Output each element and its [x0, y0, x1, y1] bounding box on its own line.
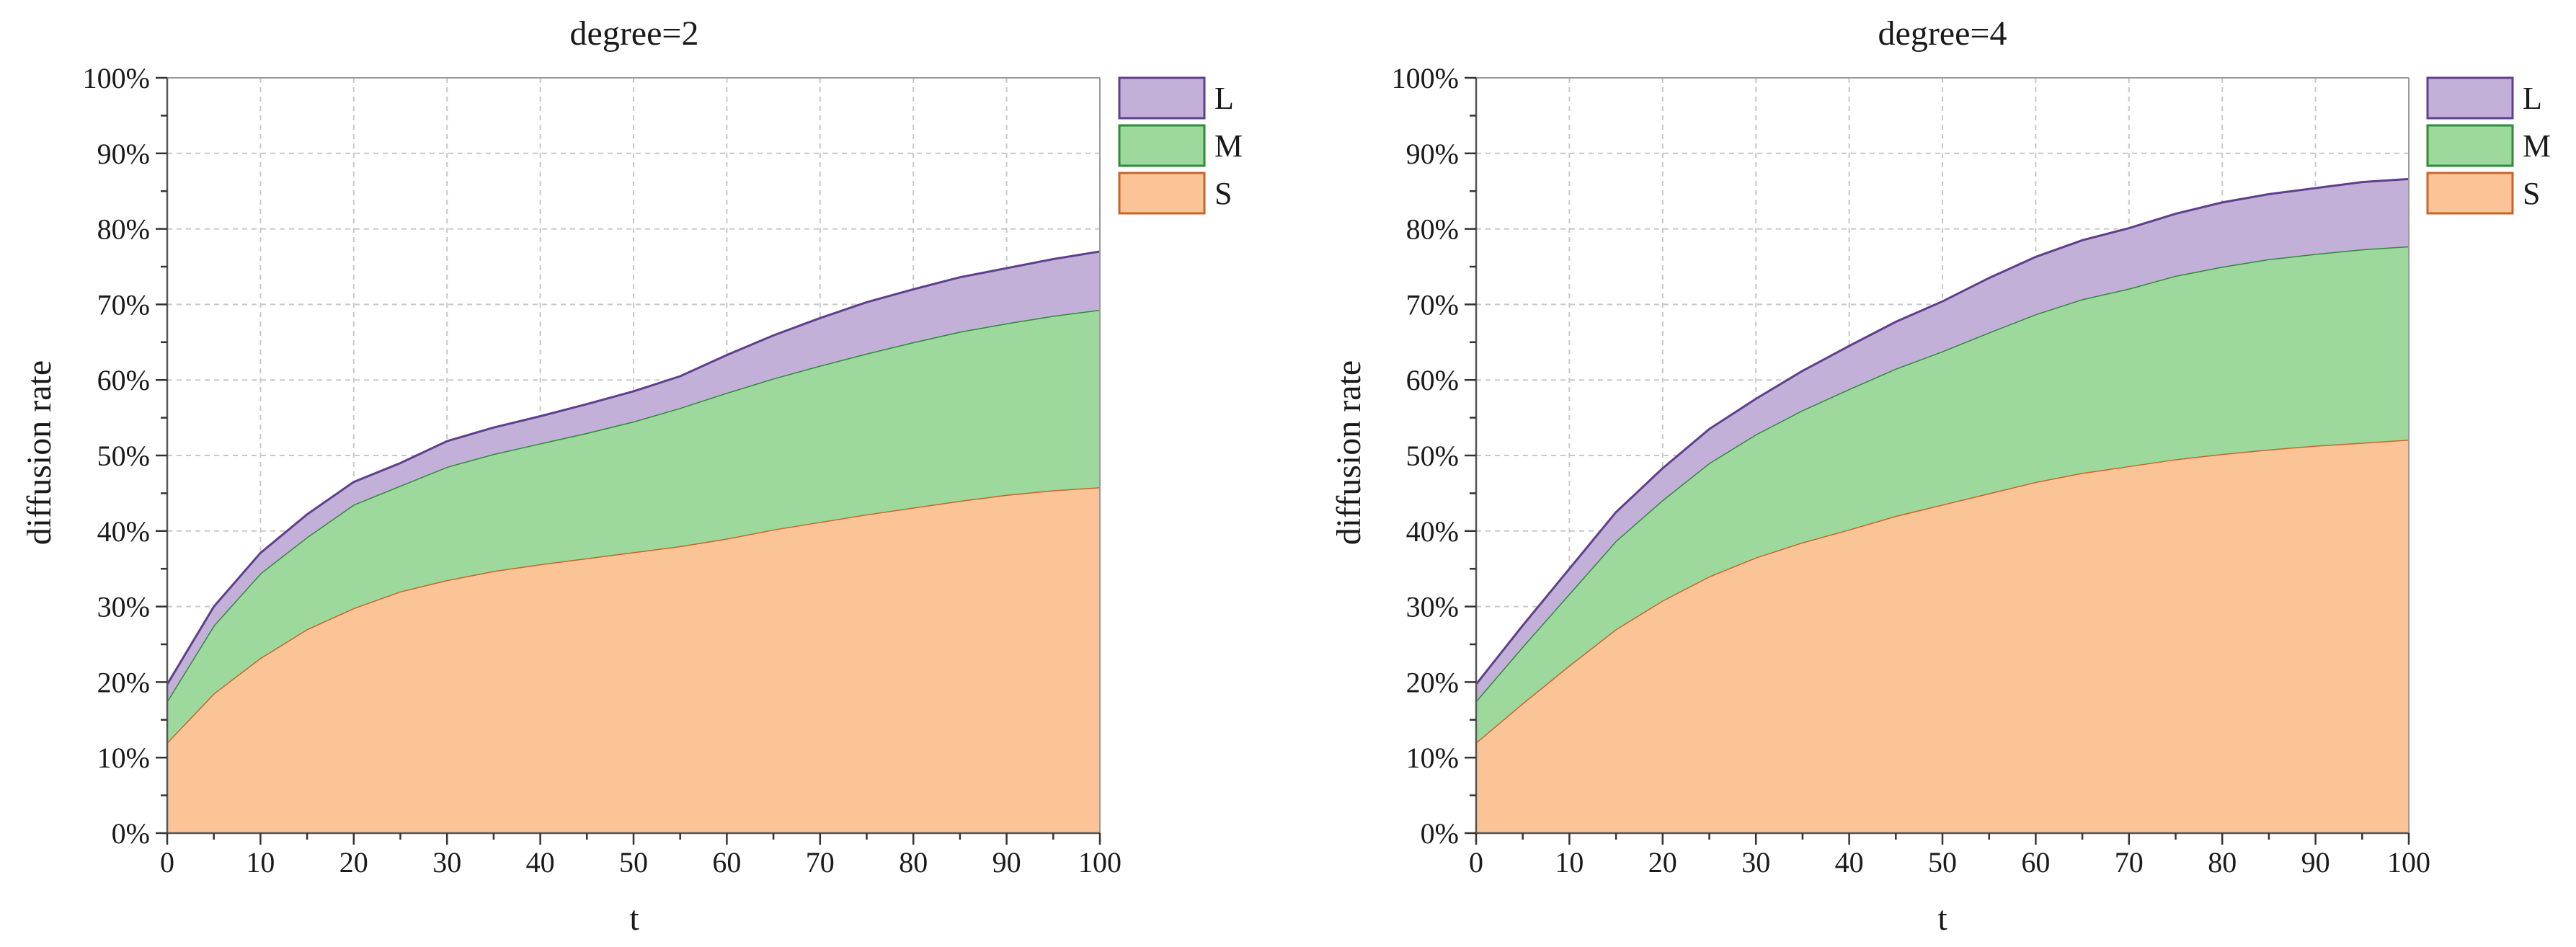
legend-swatch	[1118, 172, 1206, 215]
legend: LMS	[2426, 76, 2551, 215]
x-tick-label: 100	[2387, 846, 2430, 879]
legend-label: L	[1214, 81, 1234, 116]
legend: LMS	[1118, 76, 1243, 215]
legend-label: M	[2523, 128, 2551, 164]
y-tick-label: 50%	[97, 440, 150, 472]
x-axis-label: t	[1937, 899, 1947, 938]
x-tick-label: 50	[1928, 846, 1957, 879]
stacked-areas	[1475, 177, 2410, 833]
y-tick-label: 90%	[1406, 138, 1459, 170]
x-tick-label: 20	[1648, 846, 1677, 879]
area-M	[167, 309, 1100, 743]
area-edge-L	[1475, 177, 2410, 685]
x-axis-label: t	[629, 899, 639, 938]
x-tick-label: 10	[246, 846, 275, 879]
chart-panel-degree-4: degree=4 0 10 20 30 40 50 60 70 80 90 100 0% 10% 20% 3…	[1330, 14, 2551, 938]
x-tick-label: 40	[1835, 846, 1864, 879]
area-edge-L	[166, 250, 1101, 685]
x-tick-label: 60	[2021, 846, 2050, 879]
y-tick-label: 60%	[1406, 364, 1459, 396]
x-tick-label: 70	[806, 846, 835, 879]
legend-swatch	[2426, 124, 2514, 167]
y-tick-label: 0%	[1421, 817, 1459, 850]
y-tick-label: 20%	[97, 666, 150, 698]
area-S	[167, 487, 1100, 833]
x-tick-label: 90	[992, 846, 1021, 879]
y-tick-label: 100%	[83, 62, 150, 94]
x-tick-label: 90	[2301, 846, 2330, 879]
legend-item-L: L	[2426, 76, 2542, 120]
chart-title: degree=4	[1878, 14, 2007, 53]
chart-panel-degree-2: degree=2 0 10 20 30 40 50 60 70 80 90 100 0% 10% 20% 3…	[20, 14, 1243, 938]
legend-label: L	[2523, 81, 2542, 116]
y-tick-label: 30%	[1406, 591, 1459, 623]
y-tick-label: 10%	[97, 742, 150, 774]
axes	[1465, 76, 2410, 845]
legend-swatch	[2426, 76, 2514, 120]
y-tick-label: 20%	[1406, 666, 1459, 698]
legend-swatch	[2426, 172, 2514, 215]
legend-item-L: L	[1118, 76, 1234, 120]
y-tick-label: 40%	[1406, 515, 1459, 548]
area-M	[1476, 246, 2409, 743]
y-axis-label: diffusion rate	[20, 360, 58, 545]
tick-labels: 0 10 20 30 40 50 60 70 80 90 100 0% 10% 20% 30% 40% 50% 6…	[1392, 62, 2430, 879]
x-tick-label: 50	[619, 846, 648, 879]
y-tick-label: 80%	[97, 213, 150, 246]
x-tick-label: 30	[432, 846, 461, 879]
legend-label: M	[1214, 128, 1243, 164]
legend-swatch	[1118, 124, 1206, 167]
x-tick-label: 80	[899, 846, 928, 879]
y-tick-label: 50%	[1406, 440, 1459, 472]
x-tick-label: 60	[712, 846, 741, 879]
x-tick-label: 80	[2208, 846, 2237, 879]
x-tick-label: 10	[1555, 846, 1584, 879]
y-tick-label: 10%	[1406, 742, 1459, 774]
y-tick-label: 90%	[97, 138, 150, 170]
legend-item-M: M	[1118, 124, 1243, 167]
axes	[156, 76, 1101, 845]
y-tick-label: 70%	[97, 288, 150, 321]
y-tick-label: 40%	[97, 515, 150, 548]
x-tick-label: 40	[526, 846, 555, 879]
y-tick-label: 60%	[97, 364, 150, 396]
legend-item-S: S	[2426, 172, 2540, 215]
legend-item-S: S	[1118, 172, 1232, 215]
x-tick-label: 100	[1078, 846, 1122, 879]
chart-title: degree=2	[570, 14, 699, 53]
area-L	[167, 252, 1100, 701]
x-tick-label: 20	[339, 846, 368, 879]
x-tick-label: 70	[2115, 846, 2144, 879]
legend-label: S	[1214, 176, 1232, 211]
x-tick-label: 30	[1741, 846, 1770, 879]
y-tick-label: 100%	[1392, 62, 1459, 94]
y-tick-label: 0%	[112, 817, 150, 850]
y-tick-label: 70%	[1406, 288, 1459, 321]
y-tick-label: 30%	[97, 591, 150, 623]
y-tick-label: 80%	[1406, 213, 1459, 246]
stacked-areas	[166, 250, 1101, 833]
area-L	[1476, 179, 2409, 701]
legend-item-M: M	[2426, 124, 2551, 167]
x-tick-label: 0	[1469, 846, 1483, 879]
legend-swatch	[1118, 76, 1206, 120]
legend-label: S	[2523, 176, 2540, 211]
area-S	[1476, 440, 2409, 833]
x-tick-label: 0	[160, 846, 174, 879]
y-axis-label: diffusion rate	[1330, 360, 1368, 545]
tick-labels: 0 10 20 30 40 50 60 70 80 90 100 0% 10% 20% 30% 40% 50% 6…	[83, 62, 1122, 879]
